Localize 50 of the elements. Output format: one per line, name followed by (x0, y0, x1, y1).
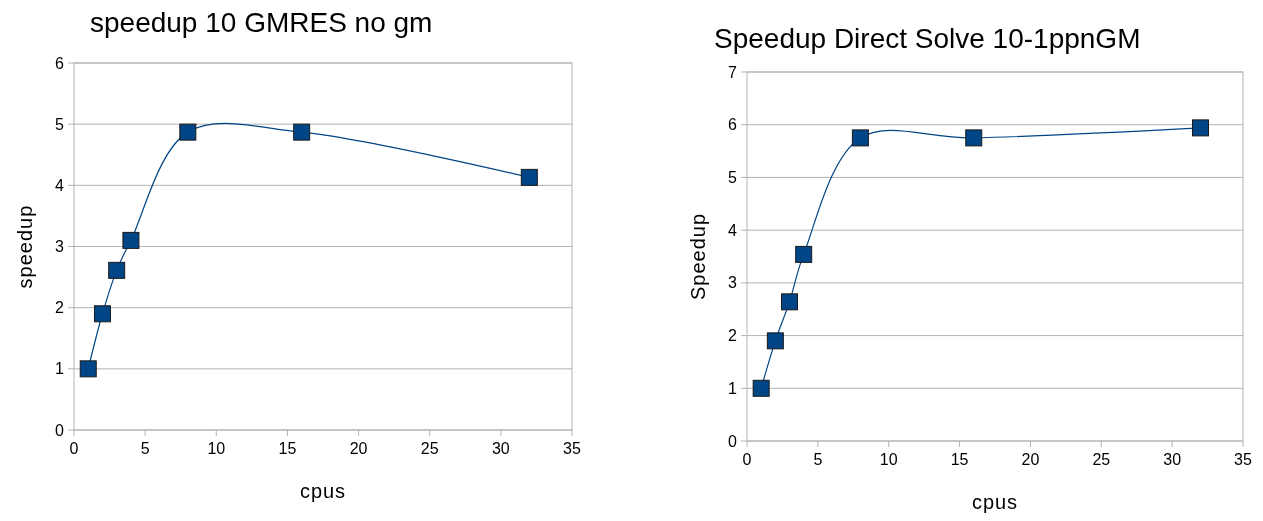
point (122, 231, 140, 249)
y-tick-label: 2 (55, 299, 65, 317)
x-tick-label: 30 (491, 440, 510, 457)
y-tick-label: 5 (728, 169, 738, 187)
x-tick-label: 20 (349, 440, 368, 457)
point (1191, 119, 1209, 137)
y-tick-label: 3 (728, 274, 738, 292)
point (79, 360, 97, 378)
chart-title: speedup 10 GMRES no gm (90, 7, 433, 38)
y-tick-label: 6 (728, 116, 738, 134)
y-tick-label: 4 (55, 176, 65, 194)
point (293, 123, 311, 141)
x-tick-label: 0 (69, 440, 79, 457)
x-axis-title: cpus (299, 480, 347, 502)
x-tick-label: 35 (563, 440, 581, 457)
y-tick-label: 6 (55, 54, 65, 72)
point (851, 129, 869, 147)
point (520, 168, 538, 186)
chart-title: Speedup Direct Solve 10-1ppnGM (714, 23, 1141, 54)
x-tick-label: 5 (140, 440, 150, 457)
x-tick-label: 0 (742, 451, 752, 468)
point (781, 293, 799, 311)
point (93, 305, 111, 323)
y-tick-label: 3 (55, 238, 65, 256)
y-tick-label: 7 (728, 63, 738, 81)
point (108, 261, 126, 279)
x-tick-label: 15 (950, 451, 969, 468)
y-tick-label: 1 (728, 379, 738, 397)
y-tick-label: 1 (55, 360, 65, 378)
point (752, 379, 770, 397)
point (766, 332, 784, 350)
x-tick-label: 25 (1092, 451, 1111, 468)
x-tick-label: 30 (1163, 451, 1182, 468)
x-tick-label: 25 (420, 440, 439, 457)
y-axis-title: Speedup (687, 212, 709, 301)
y-tick-label: 2 (728, 327, 738, 345)
x-tick-label: 10 (207, 440, 226, 457)
x-tick-label: 10 (879, 451, 898, 468)
x-tick-label: 20 (1021, 451, 1040, 468)
x-axis-title: cpus (971, 491, 1019, 513)
point (179, 123, 197, 141)
y-axis-title: speedup (14, 204, 36, 289)
point (965, 129, 983, 147)
y-tick-label: 0 (55, 421, 65, 439)
x-tick-label: 15 (278, 440, 297, 457)
x-tick-label: 35 (1234, 451, 1252, 468)
y-tick-label: 4 (728, 221, 738, 239)
x-tick-label: 5 (813, 451, 823, 468)
point (795, 245, 813, 263)
y-tick-label: 5 (55, 115, 65, 133)
